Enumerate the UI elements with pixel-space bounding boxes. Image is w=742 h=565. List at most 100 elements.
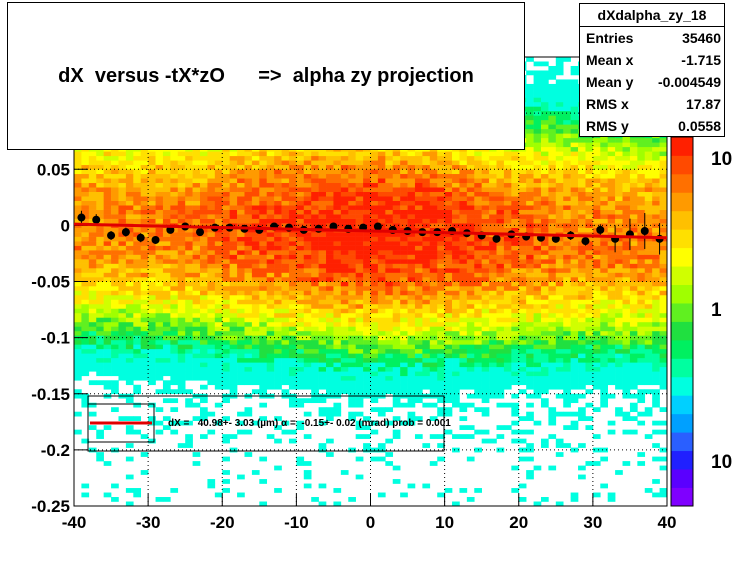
heatmap-cell	[414, 339, 423, 345]
heatmap-cell	[429, 335, 438, 341]
heatmap-cell	[311, 371, 319, 377]
heatmap-cell	[177, 173, 186, 179]
heatmap-cell	[437, 272, 445, 278]
heatmap-cell	[229, 294, 238, 300]
heatmap-cell	[133, 241, 142, 246]
heatmap-cell	[133, 151, 142, 157]
heatmap-cell	[251, 339, 260, 345]
heatmap-cell	[244, 272, 253, 278]
heatmap-cell	[333, 290, 342, 296]
heatmap-cell	[429, 375, 438, 381]
heatmap-cell	[481, 294, 490, 300]
heatmap-cell	[266, 353, 275, 359]
heatmap-cell	[162, 272, 171, 278]
heatmap-cell	[503, 178, 512, 184]
heatmap-cell	[333, 353, 342, 359]
heatmap-cell	[133, 254, 142, 260]
heatmap-cell	[548, 384, 557, 390]
heatmap-cell	[503, 294, 512, 300]
heatmap-cell	[355, 209, 364, 215]
heatmap-cell	[81, 339, 90, 345]
heatmap-cell	[526, 169, 534, 175]
heatmap-cell	[74, 317, 82, 323]
heatmap-cell	[259, 200, 268, 206]
heatmap-cell	[88, 151, 97, 157]
heatmap-cell	[496, 173, 505, 179]
heatmap-cell	[348, 178, 356, 184]
heatmap-cell	[303, 326, 312, 332]
heatmap-cell	[385, 452, 394, 457]
heatmap-cell	[125, 344, 134, 350]
heatmap-cell	[303, 411, 312, 417]
heatmap-cell	[414, 272, 423, 278]
heatmap-cell	[355, 335, 364, 341]
heatmap-cell	[296, 303, 305, 309]
heatmap-cell	[414, 321, 423, 327]
heatmap-cell	[422, 321, 431, 327]
heatmap-cell	[511, 312, 520, 318]
heatmap-cell	[548, 326, 557, 332]
heatmap-cell	[333, 236, 342, 242]
heatmap-cell	[200, 241, 208, 246]
heatmap-cell	[540, 205, 549, 210]
heatmap-cell	[459, 214, 468, 219]
heatmap-cell	[140, 205, 149, 210]
heatmap-cell	[81, 344, 90, 350]
heatmap-cell	[407, 339, 416, 345]
heatmap-cell	[370, 169, 379, 175]
heatmap-cell	[437, 308, 445, 314]
heatmap-cell	[244, 155, 253, 161]
heatmap-cell	[526, 88, 534, 94]
heatmap-cell	[214, 178, 223, 184]
heatmap-cell	[148, 209, 156, 215]
heatmap-cell	[407, 254, 416, 260]
heatmap-cell	[392, 402, 401, 408]
heatmap-cell	[414, 209, 423, 215]
heatmap-cell	[200, 416, 208, 421]
heatmap-cell	[318, 259, 327, 264]
heatmap-cell	[162, 339, 171, 345]
heatmap-cell	[540, 92, 549, 98]
heatmap-cell	[437, 299, 445, 305]
heatmap-cell	[192, 416, 201, 421]
heatmap-cell	[363, 173, 371, 179]
heatmap-cell	[326, 182, 334, 188]
heatmap-cell	[533, 205, 542, 210]
heatmap-cell	[125, 348, 134, 354]
heatmap-cell	[518, 164, 527, 170]
heatmap-cell	[155, 241, 164, 246]
heatmap-cell	[274, 384, 282, 390]
heatmap-cell	[414, 151, 423, 157]
heatmap-cell	[481, 268, 490, 273]
heatmap-cell	[222, 312, 230, 318]
heatmap-cell	[422, 209, 431, 215]
heatmap-cell	[96, 259, 104, 264]
heatmap-cell	[392, 434, 401, 439]
heatmap-cell	[229, 375, 238, 381]
heatmap-cell	[81, 196, 90, 201]
heatmap-cell	[348, 259, 356, 264]
heatmap-cell	[340, 277, 349, 282]
heatmap-cell	[481, 164, 490, 170]
heatmap-cell	[214, 259, 223, 264]
heatmap-cell	[333, 277, 342, 282]
heatmap-cell	[540, 155, 549, 161]
heatmap-cell	[503, 281, 512, 287]
heatmap-cell	[200, 209, 208, 215]
heatmap-cell	[125, 205, 134, 210]
heatmap-cell	[111, 178, 119, 184]
heatmap-cell	[155, 277, 164, 282]
heatmap-cell	[370, 187, 379, 192]
heatmap-cell	[162, 384, 171, 390]
heatmap-cell	[125, 196, 134, 201]
heatmap-cell	[437, 254, 445, 260]
heatmap-cell	[177, 250, 186, 255]
heatmap-cell	[355, 357, 364, 363]
heatmap-cell	[251, 348, 260, 354]
heatmap-cell	[533, 133, 542, 139]
heatmap-cell	[348, 353, 356, 359]
heatmap-cell	[229, 384, 238, 390]
heatmap-cell	[200, 330, 208, 336]
heatmap-cell	[489, 272, 497, 278]
heatmap-cell	[377, 380, 386, 386]
